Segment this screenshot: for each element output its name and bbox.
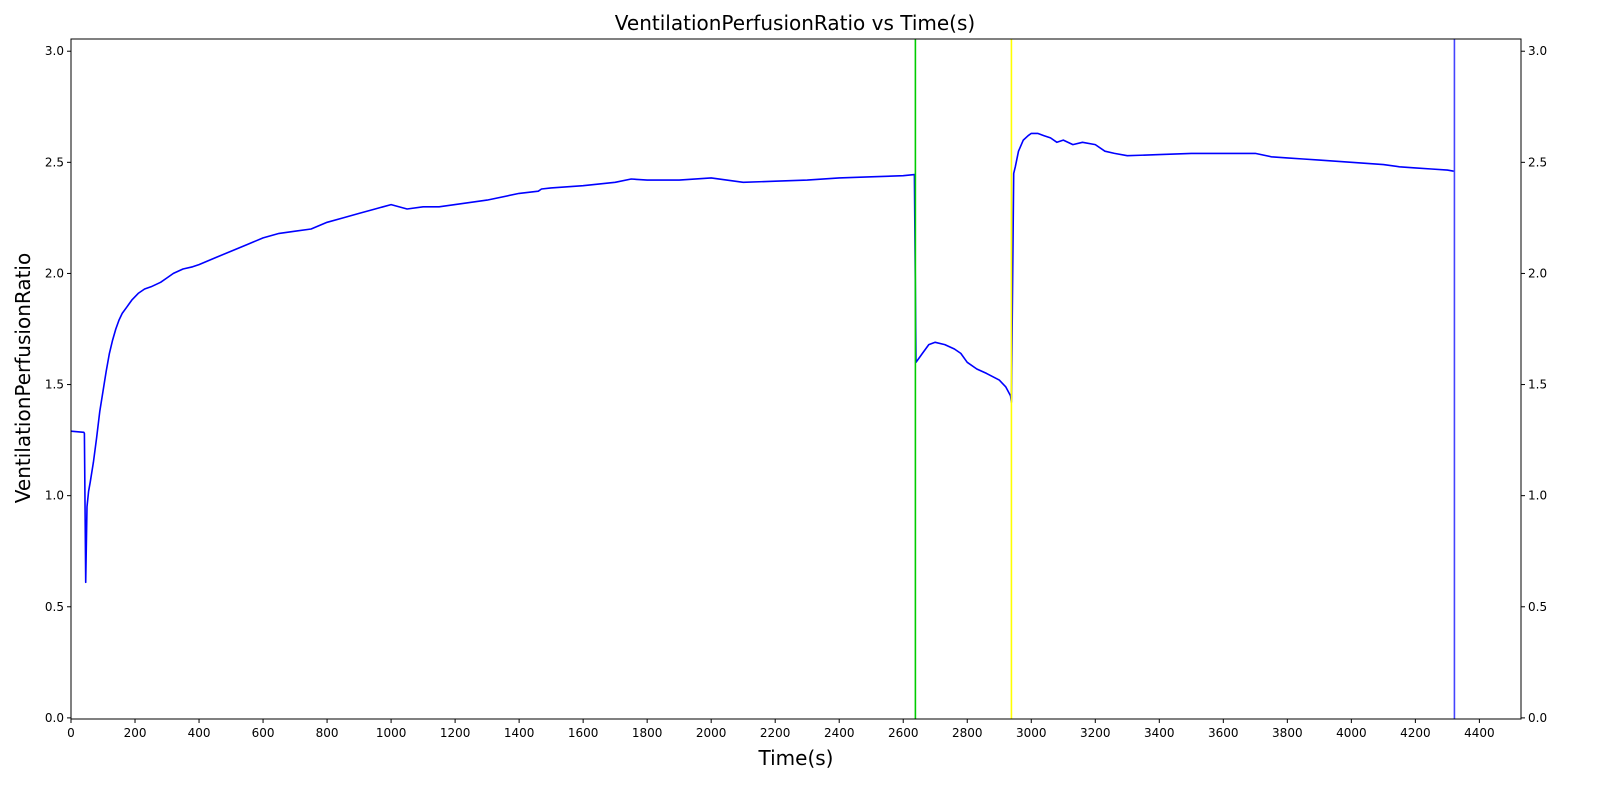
x-tick-label: 2600 (888, 726, 919, 740)
y-axis-left: 0.0 0.5 1.0 1.5 2.0 2.5 3.0 (45, 44, 71, 725)
plot-frame (70, 38, 1522, 720)
y-tick-label-right: 0.0 (1528, 711, 1547, 725)
x-axis: 0 200 400 600 800 1000 1200 1400 1600 1800 2000 220… (67, 719, 1495, 740)
x-tick-label: 800 (316, 726, 339, 740)
x-tick-label: 0 (67, 726, 75, 740)
y-tick-label-left: 1.0 (45, 489, 64, 503)
x-tick-label: 1600 (568, 726, 599, 740)
y-tick-label-left: 0.5 (45, 600, 64, 614)
y-tick-label-left: 0.0 (45, 711, 64, 725)
y-tick-label-right: 0.5 (1528, 600, 1547, 614)
x-axis-label: Time(s) (758, 746, 834, 770)
series-line-0 (70, 132, 1454, 584)
y-axis-label: VentilationPerfusionRatio (11, 253, 35, 503)
x-tick-label: 2200 (760, 726, 791, 740)
y-tick-label-right: 1.5 (1528, 378, 1547, 392)
x-tick-label: 200 (124, 726, 147, 740)
x-tick-label: 3200 (1080, 726, 1111, 740)
x-tick-label: 400 (188, 726, 211, 740)
x-tick-label: 1800 (632, 726, 663, 740)
plot-area (70, 39, 1456, 719)
y-tick-label-right: 1.0 (1528, 489, 1547, 503)
x-tick-label: 1200 (440, 726, 471, 740)
x-tick-label: 4000 (1336, 726, 1367, 740)
chart-title: VentilationPerfusionRatio vs Time(s) (615, 11, 975, 35)
x-tick-label: 3800 (1272, 726, 1303, 740)
x-tick-label: 2400 (824, 726, 855, 740)
x-tick-label: 1000 (376, 726, 407, 740)
y-tick-label-right: 2.5 (1528, 155, 1547, 169)
y-tick-label-right: 2.0 (1528, 266, 1547, 280)
x-tick-label: 3000 (1016, 726, 1047, 740)
y-tick-label-left: 1.5 (45, 378, 64, 392)
x-tick-label: 2000 (696, 726, 727, 740)
x-tick-label: 4400 (1464, 726, 1495, 740)
x-tick-label: 600 (252, 726, 275, 740)
x-tick-label: 4200 (1400, 726, 1431, 740)
y-tick-label-left: 2.5 (45, 155, 64, 169)
y-tick-label-right: 3.0 (1528, 44, 1547, 58)
x-tick-label: 2800 (952, 726, 983, 740)
y-tick-label-left: 2.0 (45, 266, 64, 280)
y-tick-label-left: 3.0 (45, 44, 64, 58)
x-tick-label: 3600 (1208, 726, 1239, 740)
y-axis-right: 0.0 0.5 1.0 1.5 2.0 2.5 3.0 (1521, 44, 1547, 725)
x-tick-label: 1400 (504, 726, 535, 740)
x-tick-label: 3400 (1144, 726, 1175, 740)
